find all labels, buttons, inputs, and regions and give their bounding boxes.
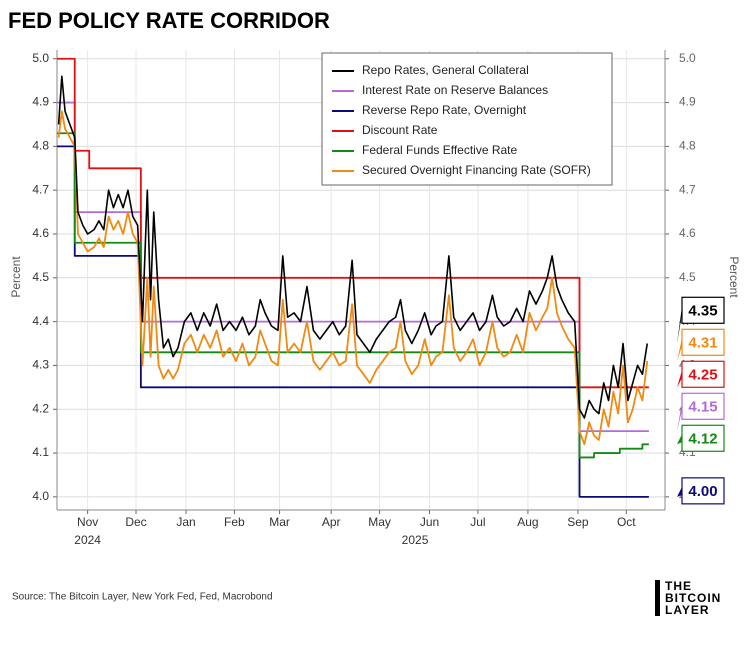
x-tick-label: Nov: [77, 515, 98, 529]
legend-box: [321, 52, 613, 186]
end-label: 4.35: [688, 302, 717, 319]
end-label-pointer: [677, 434, 682, 445]
x-tick-label: Mar: [269, 515, 290, 529]
y-tick-label: 4.6: [32, 226, 49, 240]
series-line: [57, 132, 649, 459]
series-line: [57, 110, 649, 446]
y-tick-label: 4.3: [32, 358, 49, 372]
series-line: [57, 57, 649, 389]
end-label: 4.25: [688, 366, 717, 383]
y2-tick-label: 4.8: [679, 139, 696, 153]
end-label-pointer: [677, 306, 682, 344]
y2-tick-label: 4.5: [679, 270, 696, 284]
source-note: Source: The Bitcoin Layer, New York Fed,…: [12, 592, 273, 603]
legend-label: Repo Rates, General Collateral: [362, 63, 529, 77]
x-year-label: 2025: [402, 533, 429, 547]
legend-label: Discount Rate: [362, 123, 438, 137]
x-tick-label: Feb: [224, 515, 245, 529]
x-year-label: 2024: [74, 533, 101, 547]
y-tick-label: 4.1: [32, 445, 49, 459]
end-label: 4.31: [688, 334, 717, 351]
end-label-box: [681, 392, 725, 420]
x-tick-label: Jul: [470, 515, 485, 529]
end-label-box: [681, 328, 725, 356]
x-tick-label: Apr: [322, 515, 341, 529]
y-tick-label: 4.7: [32, 182, 49, 196]
y2-axis-label: Percent: [727, 256, 741, 298]
y2-tick-label: 4.7: [679, 182, 696, 196]
y-tick-label: 4.4: [32, 314, 49, 328]
y-tick-label: 4.8: [32, 139, 49, 153]
end-label: 4.15: [688, 398, 717, 415]
series-line: [57, 75, 649, 419]
y-tick-label: 5.0: [32, 51, 49, 65]
y-axis-label: Percent: [9, 256, 23, 298]
y2-tick-label: 5.0: [679, 51, 696, 65]
logo-text: THE: [665, 579, 692, 593]
y2-tick-label: 4.6: [679, 226, 696, 240]
legend-label: Federal Funds Effective Rate: [362, 143, 518, 157]
logo-bar: [655, 580, 660, 616]
end-label-pointer: [677, 402, 682, 432]
end-label: 4.12: [688, 430, 717, 447]
end-label-box: [681, 360, 725, 388]
end-label-pointer: [677, 370, 682, 388]
y2-tick-label: 4.9: [679, 95, 696, 109]
x-tick-label: Dec: [125, 515, 146, 529]
end-label: 4.00: [688, 483, 717, 500]
end-label-pointer: [677, 486, 682, 497]
y-tick-label: 4.2: [32, 401, 49, 415]
legend-label: Secured Overnight Financing Rate (SOFR): [362, 163, 591, 177]
end-label-pointer: [677, 338, 682, 362]
logo-text: BITCOIN: [665, 591, 721, 605]
end-label-box: [681, 477, 725, 505]
x-tick-label: Sep: [567, 515, 589, 529]
legend-label: Interest Rate on Reserve Balances: [362, 83, 548, 97]
x-tick-label: Jun: [420, 515, 439, 529]
y-tick-label: 4.5: [32, 270, 49, 284]
x-tick-label: Aug: [517, 515, 538, 529]
chart-title: FED POLICY RATE CORRIDOR: [8, 8, 330, 33]
end-label-box: [681, 424, 725, 452]
end-label-box: [681, 296, 725, 324]
logo-text: LAYER: [665, 603, 710, 617]
x-tick-label: Oct: [617, 515, 636, 529]
x-tick-label: Jan: [176, 515, 195, 529]
x-tick-label: May: [368, 515, 391, 529]
legend-label: Reverse Repo Rate, Overnight: [362, 103, 527, 117]
y-tick-label: 4.9: [32, 95, 49, 109]
y-tick-label: 4.0: [32, 489, 49, 503]
